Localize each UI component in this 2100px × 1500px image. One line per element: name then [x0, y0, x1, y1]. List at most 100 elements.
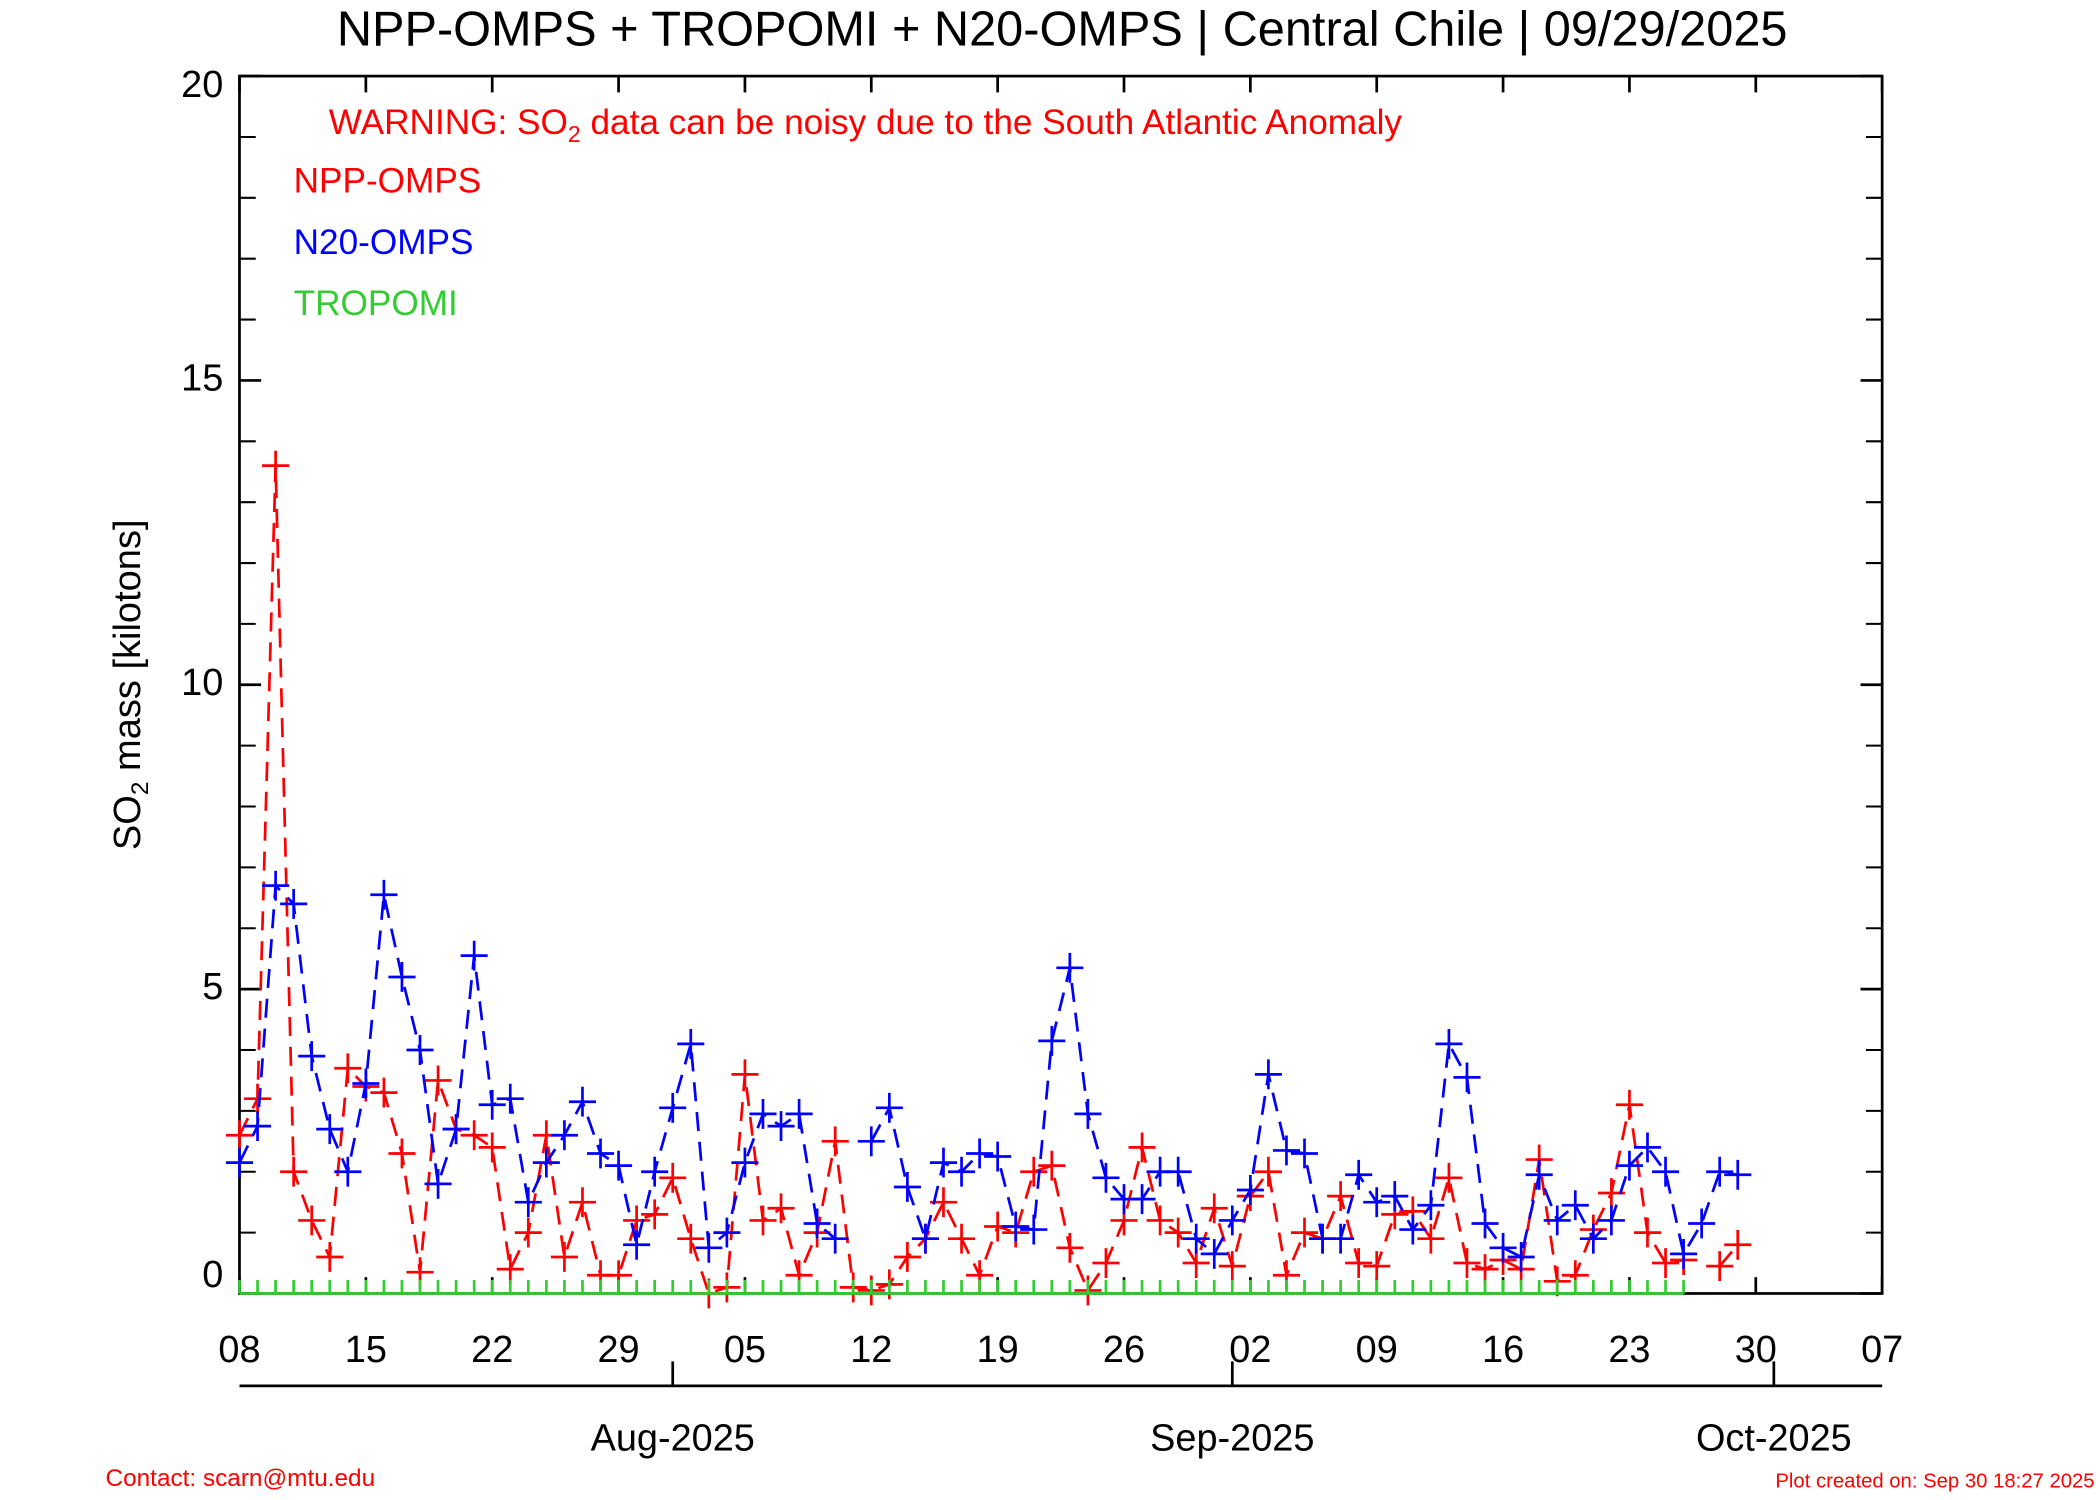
point-marker — [352, 1068, 380, 1099]
point-marker — [1345, 1159, 1373, 1190]
point-marker — [948, 1156, 976, 1187]
y-label-text: SO — [107, 795, 149, 850]
point-marker — [334, 1156, 362, 1187]
point-marker — [316, 1242, 344, 1272]
point-marker — [370, 879, 398, 910]
point-marker — [641, 1199, 669, 1230]
point-marker — [731, 1059, 759, 1090]
point-marker — [244, 1111, 272, 1142]
point-marker — [568, 1187, 597, 1218]
point-marker — [1020, 1214, 1048, 1245]
point-marker — [713, 1217, 741, 1248]
x-tick-label: 08 — [218, 1329, 260, 1371]
point-marker — [1561, 1190, 1589, 1221]
contact: Contact: scarn@mtu.edu — [106, 1465, 376, 1492]
point-marker — [1489, 1232, 1517, 1263]
series-line — [238, 465, 1739, 1296]
point-marker — [1435, 1028, 1463, 1059]
point-marker — [1399, 1214, 1427, 1245]
point-marker — [948, 1223, 976, 1254]
point-marker — [803, 1208, 831, 1239]
point-marker — [893, 1242, 921, 1272]
warning: WARNING: SO2 data can be noisy due to th… — [329, 103, 1403, 147]
point-marker — [225, 1120, 254, 1151]
point-marker — [550, 1242, 578, 1272]
point-marker — [1200, 1238, 1228, 1269]
created: Plot created on: Sep 30 18:27 2025 — [1775, 1471, 2094, 1493]
point-marker — [1020, 1156, 1048, 1187]
x-tick-label: 12 — [850, 1329, 892, 1371]
point-marker — [659, 1162, 687, 1193]
x-tick-label: 29 — [598, 1329, 640, 1371]
point-marker — [1579, 1223, 1607, 1254]
y-label-text: mass [kilotons] — [107, 519, 149, 781]
point-marker — [478, 1132, 506, 1163]
legend-entry: NPP-OMPS — [294, 162, 482, 201]
point-marker — [785, 1098, 813, 1129]
point-marker — [984, 1141, 1012, 1172]
point-marker — [1525, 1159, 1553, 1190]
point-marker — [262, 450, 290, 481]
point-marker — [1218, 1251, 1246, 1282]
point-marker — [1254, 1156, 1282, 1187]
point-marker — [1345, 1248, 1373, 1278]
point-marker — [1164, 1217, 1192, 1248]
point-marker — [1652, 1248, 1680, 1278]
point-marker — [1327, 1181, 1355, 1212]
y-tick-label: 15 — [181, 357, 223, 399]
x-tick-label: 15 — [345, 1329, 387, 1371]
point-marker — [821, 1223, 849, 1254]
point-marker — [1038, 1025, 1066, 1056]
plot-frame — [238, 74, 1884, 1295]
point-marker — [641, 1156, 669, 1187]
x-tick-label: 16 — [1482, 1329, 1524, 1371]
point-marker — [1074, 1098, 1102, 1129]
point-marker — [424, 1168, 452, 1199]
point-marker — [1218, 1205, 1246, 1236]
point-marker — [1652, 1156, 1680, 1187]
point-marker — [1182, 1223, 1210, 1254]
point-marker — [1038, 1150, 1066, 1181]
month-label: Aug-2025 — [591, 1417, 755, 1459]
point-marker — [1543, 1205, 1571, 1236]
point-marker — [1615, 1150, 1643, 1181]
legend-entry: N20-OMPS — [294, 223, 474, 262]
point-marker — [316, 1114, 344, 1145]
point-marker — [1381, 1181, 1409, 1212]
point-marker — [659, 1092, 687, 1123]
point-marker — [857, 1126, 885, 1157]
y-tick-label: 5 — [202, 966, 223, 1008]
point-marker — [1507, 1242, 1535, 1272]
point-marker — [225, 1147, 254, 1178]
point-marker — [1128, 1184, 1156, 1215]
point-marker — [1128, 1132, 1156, 1163]
point-marker — [1471, 1208, 1499, 1239]
x-tick-label: 09 — [1356, 1329, 1398, 1371]
point-marker — [677, 1223, 705, 1254]
point-marker — [514, 1187, 542, 1218]
point-marker — [677, 1028, 705, 1059]
point-marker — [1417, 1223, 1445, 1254]
point-marker — [893, 1172, 921, 1202]
point-marker — [1688, 1208, 1716, 1239]
point-marker — [767, 1111, 795, 1142]
series-line — [238, 882, 1738, 1259]
point-marker — [406, 1035, 434, 1065]
point-marker — [334, 1053, 362, 1084]
point-marker — [1146, 1205, 1174, 1236]
x-tick-label: 19 — [977, 1329, 1019, 1371]
point-marker — [1092, 1248, 1120, 1278]
point-marker — [442, 1114, 470, 1145]
point-marker — [244, 1083, 272, 1114]
point-marker — [1453, 1062, 1481, 1093]
warning-text: WARNING: SO — [329, 103, 568, 142]
point-marker — [280, 1156, 308, 1187]
point-marker — [496, 1254, 524, 1285]
point-marker — [460, 1120, 488, 1151]
month-label: Oct-2025 — [1696, 1417, 1852, 1459]
point-marker — [532, 1147, 560, 1178]
y-label-sub: 2 — [128, 782, 155, 796]
point-marker — [1633, 1217, 1662, 1248]
point-marker — [586, 1138, 615, 1169]
point-marker — [966, 1138, 994, 1169]
